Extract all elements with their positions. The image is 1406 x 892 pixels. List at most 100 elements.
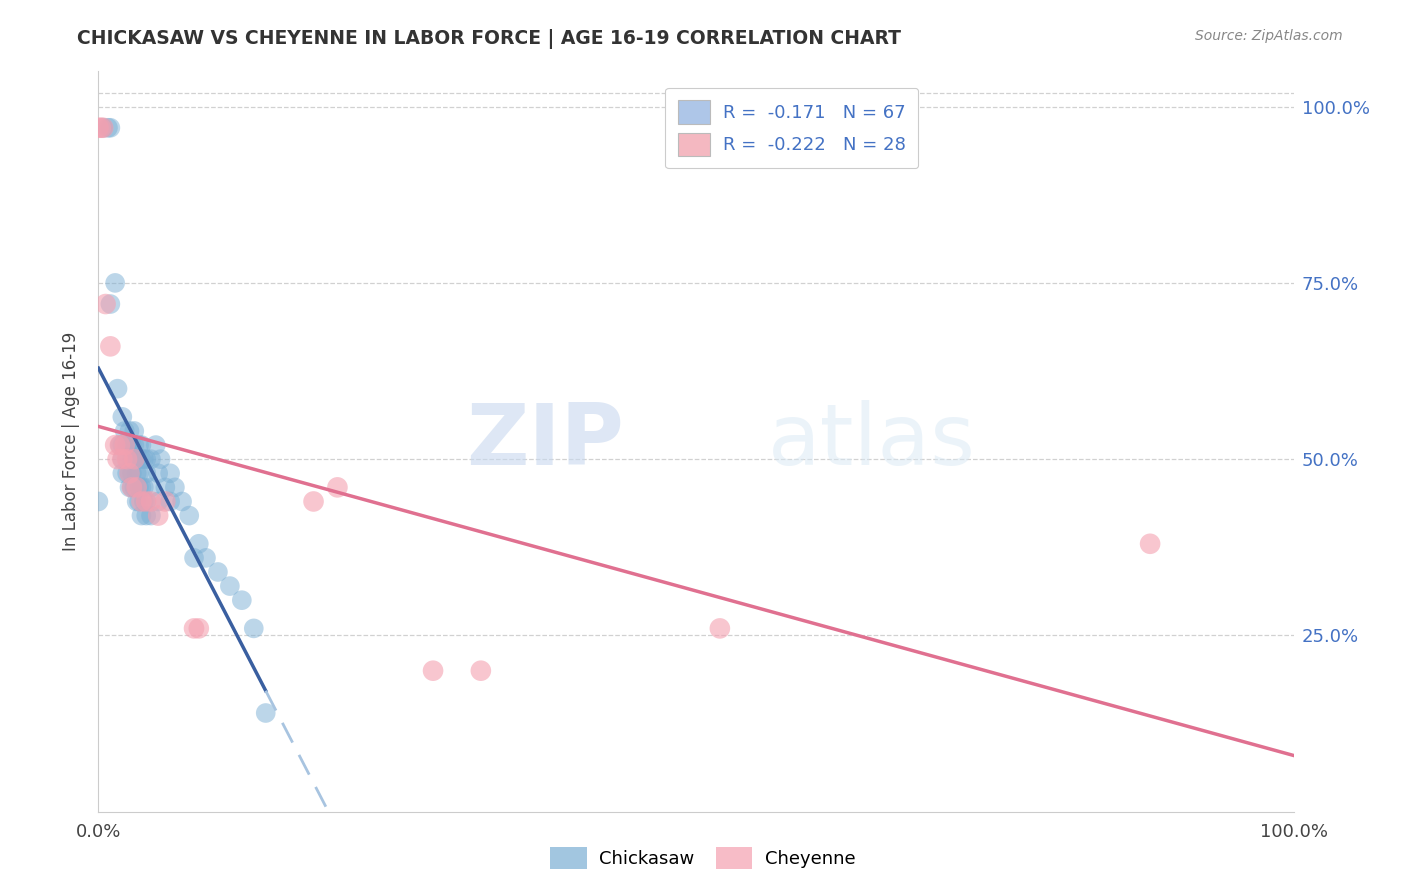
Point — [135, 452, 157, 467]
Point — [243, 621, 266, 635]
Point — [207, 565, 229, 579]
Text: CHICKASAW VS CHEYENNE IN LABOR FORCE | AGE 16-19 CORRELATION CHART: CHICKASAW VS CHEYENNE IN LABOR FORCE | A… — [77, 29, 901, 48]
Point — [121, 480, 143, 494]
Point — [115, 452, 138, 467]
Point — [132, 480, 155, 494]
Point — [115, 438, 138, 452]
Point — [326, 480, 349, 494]
Legend: Chickasaw, Cheyenne: Chickasaw, Cheyenne — [543, 839, 863, 876]
Point — [135, 494, 157, 508]
Point — [131, 452, 153, 467]
Point — [111, 452, 134, 467]
Point — [148, 508, 170, 523]
Point — [107, 452, 129, 467]
Point — [98, 297, 122, 311]
Point — [118, 424, 141, 438]
Point — [139, 480, 162, 494]
Point — [124, 480, 146, 494]
Point — [118, 467, 141, 481]
Point — [121, 452, 143, 467]
Point — [121, 480, 143, 494]
Point — [98, 120, 122, 135]
Point — [139, 452, 162, 467]
Point — [231, 593, 253, 607]
Point — [124, 438, 146, 452]
Point — [115, 452, 138, 467]
Point — [104, 438, 127, 452]
Point — [125, 467, 148, 481]
Point — [131, 438, 153, 452]
Point — [139, 494, 162, 508]
Point — [125, 480, 148, 494]
Point — [128, 467, 150, 481]
Point — [114, 424, 136, 438]
Point — [118, 467, 141, 481]
Point — [108, 438, 131, 452]
Point — [132, 452, 155, 467]
Point — [254, 706, 277, 720]
Point — [111, 438, 134, 452]
Point — [115, 467, 138, 481]
Point — [114, 438, 136, 452]
Point — [98, 339, 122, 353]
Point — [118, 438, 141, 452]
Point — [94, 297, 117, 311]
Point — [148, 494, 170, 508]
Point — [163, 480, 186, 494]
Point — [302, 494, 325, 508]
Point — [124, 452, 146, 467]
Point — [183, 550, 205, 565]
Point — [159, 467, 181, 481]
Point — [108, 438, 131, 452]
Point — [111, 467, 134, 481]
Point — [124, 424, 146, 438]
Text: atlas: atlas — [768, 400, 976, 483]
Point — [97, 120, 120, 135]
Point — [107, 382, 129, 396]
Point — [131, 508, 153, 523]
Text: Source: ZipAtlas.com: Source: ZipAtlas.com — [1195, 29, 1343, 43]
Point — [179, 508, 201, 523]
Legend: R =  -0.171   N = 67, R =  -0.222   N = 28: R = -0.171 N = 67, R = -0.222 N = 28 — [665, 87, 918, 169]
Point — [219, 579, 242, 593]
Point — [90, 120, 112, 135]
Y-axis label: In Labor Force | Age 16-19: In Labor Force | Age 16-19 — [62, 332, 80, 551]
Point — [195, 550, 218, 565]
Point — [148, 467, 170, 481]
Point — [145, 438, 167, 452]
Point — [111, 409, 134, 424]
Point — [132, 494, 155, 508]
Point — [125, 494, 148, 508]
Point — [128, 480, 150, 494]
Point — [135, 508, 157, 523]
Point — [131, 480, 153, 494]
Point — [139, 508, 162, 523]
Point — [709, 621, 731, 635]
Point — [91, 120, 114, 135]
Point — [155, 480, 177, 494]
Point — [128, 438, 150, 452]
Point — [104, 276, 127, 290]
Point — [118, 480, 141, 494]
Point — [91, 120, 114, 135]
Point — [183, 621, 205, 635]
Point — [128, 494, 150, 508]
Point — [121, 467, 143, 481]
Point — [111, 452, 134, 467]
Point — [149, 452, 172, 467]
Point — [125, 452, 148, 467]
Point — [155, 494, 177, 508]
Point — [422, 664, 444, 678]
Point — [470, 664, 492, 678]
Point — [131, 494, 153, 508]
Point — [135, 467, 157, 481]
Point — [135, 494, 157, 508]
Point — [87, 494, 110, 508]
Text: ZIP: ZIP — [467, 400, 624, 483]
Point — [187, 537, 209, 551]
Point — [159, 494, 181, 508]
Point — [1139, 537, 1161, 551]
Point — [187, 621, 209, 635]
Point — [124, 452, 146, 467]
Point — [87, 120, 110, 135]
